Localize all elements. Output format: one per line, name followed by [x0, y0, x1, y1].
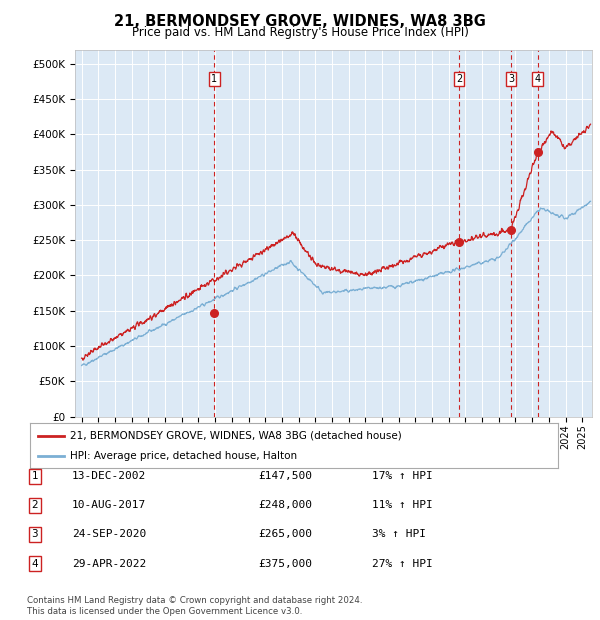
Text: 2: 2	[456, 74, 462, 84]
Text: HPI: Average price, detached house, Halton: HPI: Average price, detached house, Halt…	[70, 451, 297, 461]
Text: 3: 3	[508, 74, 514, 84]
Text: 10-AUG-2017: 10-AUG-2017	[72, 500, 146, 510]
Text: 11% ↑ HPI: 11% ↑ HPI	[372, 500, 433, 510]
Text: 4: 4	[535, 74, 541, 84]
Text: 1: 1	[211, 74, 218, 84]
Text: £375,000: £375,000	[258, 559, 312, 569]
Text: 21, BERMONDSEY GROVE, WIDNES, WA8 3BG: 21, BERMONDSEY GROVE, WIDNES, WA8 3BG	[114, 14, 486, 29]
Text: Contains HM Land Registry data © Crown copyright and database right 2024.: Contains HM Land Registry data © Crown c…	[27, 596, 362, 605]
Text: 27% ↑ HPI: 27% ↑ HPI	[372, 559, 433, 569]
Text: £248,000: £248,000	[258, 500, 312, 510]
Text: 29-APR-2022: 29-APR-2022	[72, 559, 146, 569]
Text: 1: 1	[31, 471, 38, 481]
Text: 4: 4	[31, 559, 38, 569]
Text: This data is licensed under the Open Government Licence v3.0.: This data is licensed under the Open Gov…	[27, 607, 302, 616]
Text: 3% ↑ HPI: 3% ↑ HPI	[372, 529, 426, 539]
Text: £265,000: £265,000	[258, 529, 312, 539]
Text: 21, BERMONDSEY GROVE, WIDNES, WA8 3BG (detached house): 21, BERMONDSEY GROVE, WIDNES, WA8 3BG (d…	[70, 430, 401, 441]
Text: 3: 3	[31, 529, 38, 539]
Text: 2: 2	[31, 500, 38, 510]
Text: 24-SEP-2020: 24-SEP-2020	[72, 529, 146, 539]
Text: Price paid vs. HM Land Registry's House Price Index (HPI): Price paid vs. HM Land Registry's House …	[131, 26, 469, 39]
Text: 17% ↑ HPI: 17% ↑ HPI	[372, 471, 433, 481]
Text: 13-DEC-2002: 13-DEC-2002	[72, 471, 146, 481]
Text: £147,500: £147,500	[258, 471, 312, 481]
